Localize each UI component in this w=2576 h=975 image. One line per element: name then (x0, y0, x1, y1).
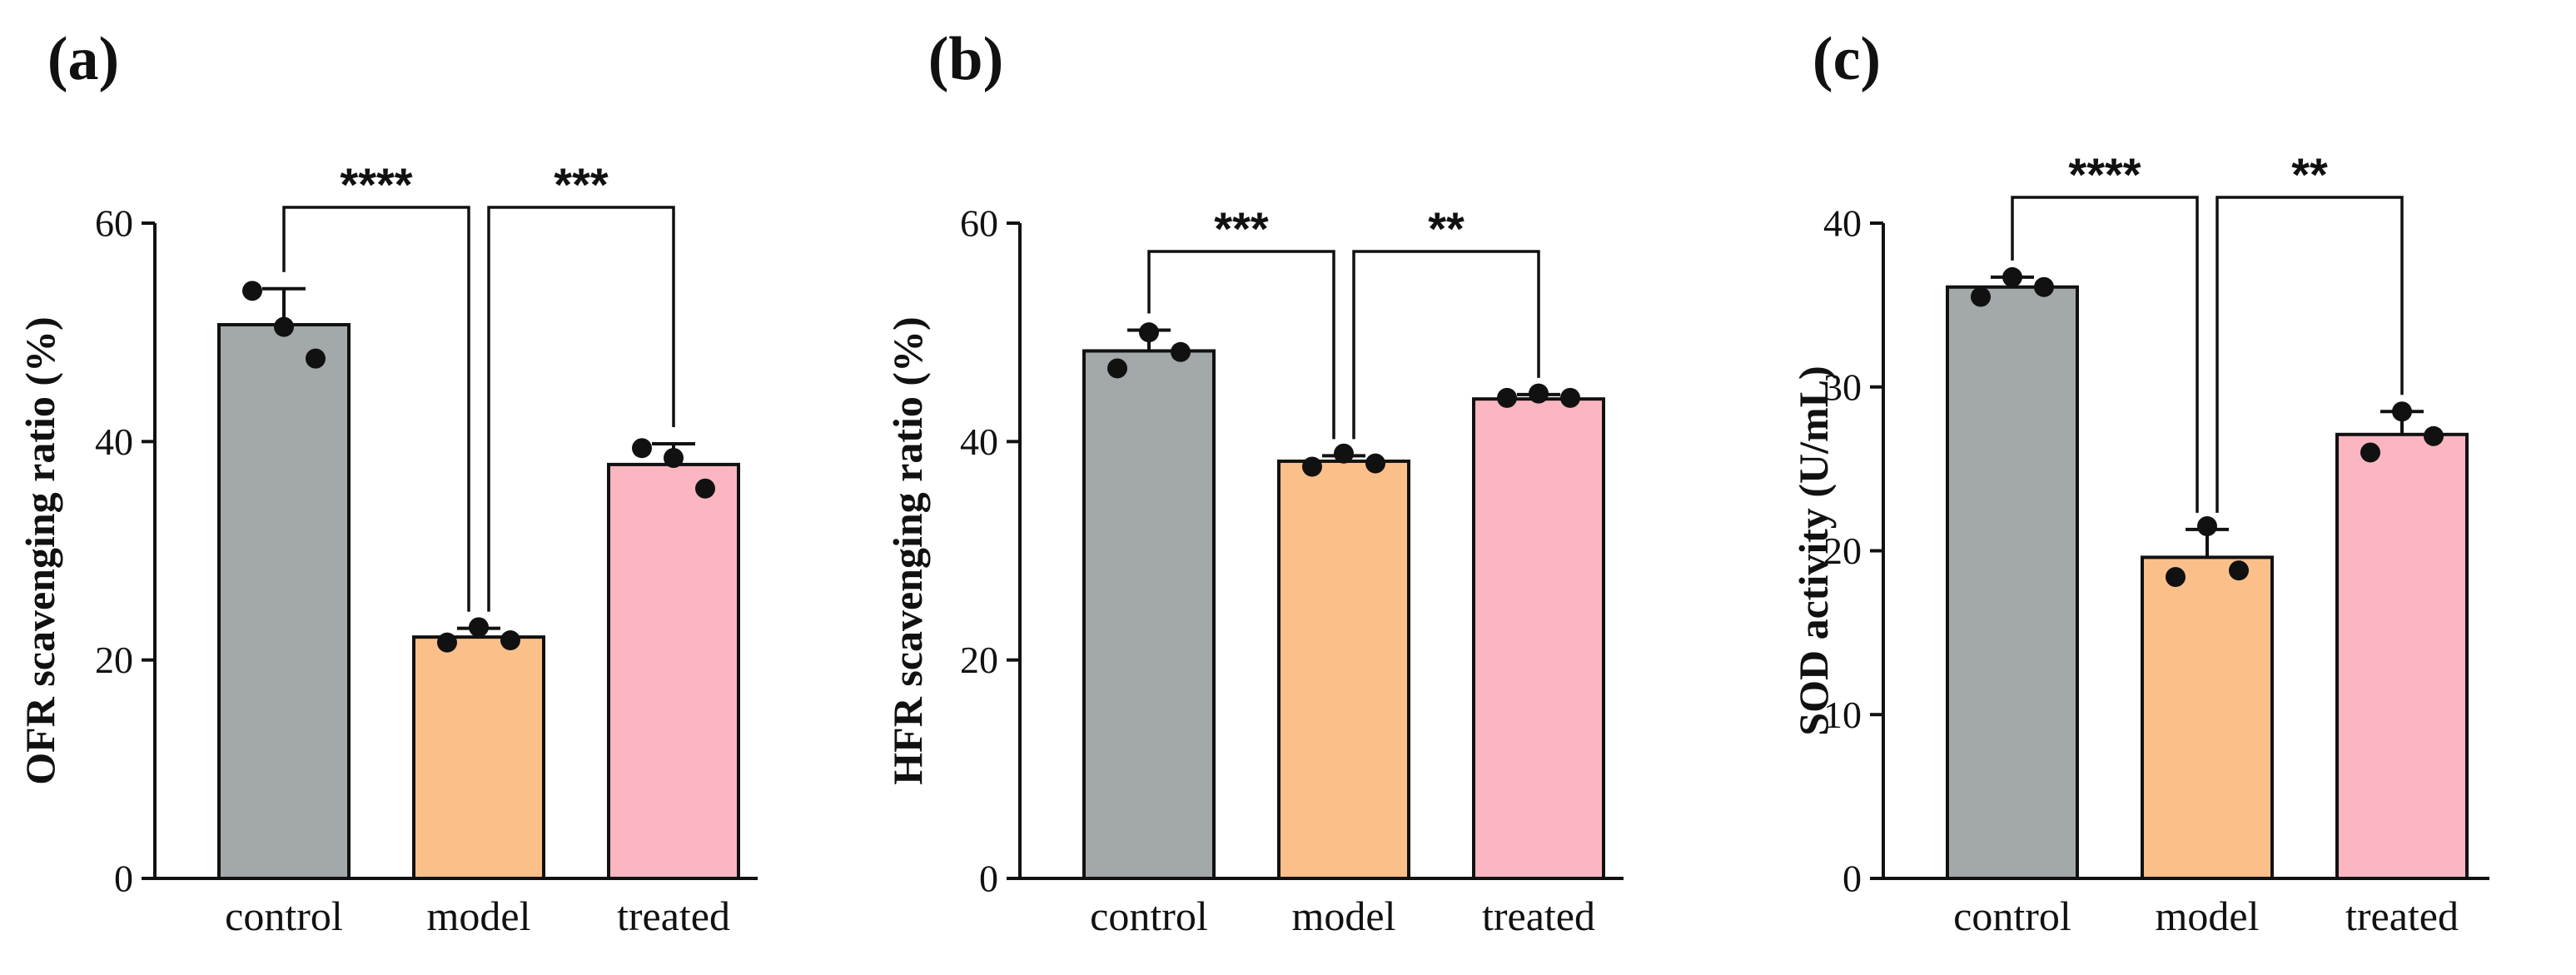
data-point-treated (2360, 442, 2380, 463)
data-point-model (2197, 515, 2217, 536)
data-point-model (437, 632, 457, 653)
y-tick-label: 0 (979, 858, 998, 900)
x-tick-label: treated (2345, 893, 2459, 939)
significance-label: ** (2291, 148, 2328, 201)
data-point-model (500, 630, 520, 651)
data-point-control (1107, 358, 1127, 379)
significance-label: **** (2068, 148, 2141, 201)
x-tick-label: treated (1482, 893, 1595, 939)
y-tick-label: 40 (95, 420, 133, 463)
x-tick-label: control (1953, 893, 2071, 939)
data-point-treated (1529, 383, 1549, 404)
significance-label: *** (1214, 202, 1269, 255)
data-point-model (1334, 443, 1354, 464)
significance-bracket (1352, 250, 1540, 440)
panel-label: (c) (1813, 25, 1881, 93)
x-tick-label: control (225, 893, 343, 939)
chart-panel-1: (a) 0 20 40 60 OFR scavenging ratio (%) contro… (17, 25, 758, 939)
bar-treated (1472, 397, 1605, 880)
bar-control (1082, 349, 1216, 880)
chart-panel-3: (c) 0 10 20 30 40 SOD activity (U/mL) control mo… (1790, 25, 2489, 939)
significance-bracket (2011, 196, 2199, 513)
x-tick-label: treated (617, 893, 730, 939)
data-point-control (2034, 276, 2054, 297)
data-point-control (2002, 266, 2022, 287)
data-point-control (1171, 341, 1191, 362)
y-tick-label: 60 (960, 202, 998, 245)
significance-label: *** (554, 158, 609, 211)
y-tick-label: 10 (1823, 694, 1862, 736)
y-tick-label: 20 (95, 639, 133, 681)
significance-bracket (2215, 196, 2404, 513)
data-point-treated (2392, 401, 2412, 422)
data-point-model (2229, 560, 2249, 581)
x-tick-label: model (427, 893, 531, 939)
data-point-treated (632, 438, 652, 459)
data-point-treated (2424, 425, 2444, 446)
bar-control (217, 322, 351, 880)
y-tick-label: 20 (960, 639, 998, 681)
data-point-treated (664, 448, 684, 469)
data-point-control (1971, 286, 1991, 307)
data-point-control (242, 281, 262, 301)
panel-label: (a) (47, 25, 119, 93)
data-point-model (1302, 456, 1322, 477)
x-tick-label: model (2156, 893, 2260, 939)
significance-label: ** (1428, 202, 1465, 255)
y-tick-label: 0 (1842, 858, 1862, 900)
bar-control (1946, 285, 2079, 881)
bar-model (412, 635, 545, 880)
data-point-treated (1497, 387, 1517, 408)
data-point-control (1139, 322, 1159, 343)
y-axis-label: SOD activity (U/mL) (1790, 366, 1837, 735)
y-tick-label: 20 (1823, 530, 1862, 572)
data-point-treated (695, 478, 715, 499)
x-tick-label: control (1090, 893, 1208, 939)
y-tick-label: 40 (960, 420, 998, 463)
y-tick-label: 60 (95, 202, 133, 245)
data-point-control (274, 316, 294, 337)
y-tick-label: 0 (114, 858, 133, 900)
x-tick-label: model (1292, 893, 1396, 939)
panel-label: (b) (928, 25, 1003, 93)
data-point-treated (1560, 387, 1580, 408)
data-point-model (469, 617, 489, 638)
data-point-control (306, 348, 326, 369)
bar-treated (607, 462, 740, 881)
bar-model (1277, 459, 1410, 881)
significance-label: **** (340, 158, 412, 211)
significance-bracket (487, 206, 675, 612)
bar-treated (2335, 432, 2469, 880)
y-axis-label: OFR scavenging ratio (%) (17, 316, 63, 784)
bar-model (2141, 555, 2274, 880)
data-point-model (1365, 453, 1385, 474)
y-tick-label: 40 (1823, 202, 1862, 245)
y-axis-label: HFR scavenging ratio (%) (884, 316, 931, 784)
significance-bracket (282, 206, 470, 612)
chart-panel-2: (b) 0 20 40 60 HFR scavenging ratio (%) contro… (884, 25, 1624, 939)
y-tick-label: 30 (1823, 366, 1862, 408)
significance-bracket (1147, 250, 1335, 440)
data-point-model (2166, 566, 2186, 587)
